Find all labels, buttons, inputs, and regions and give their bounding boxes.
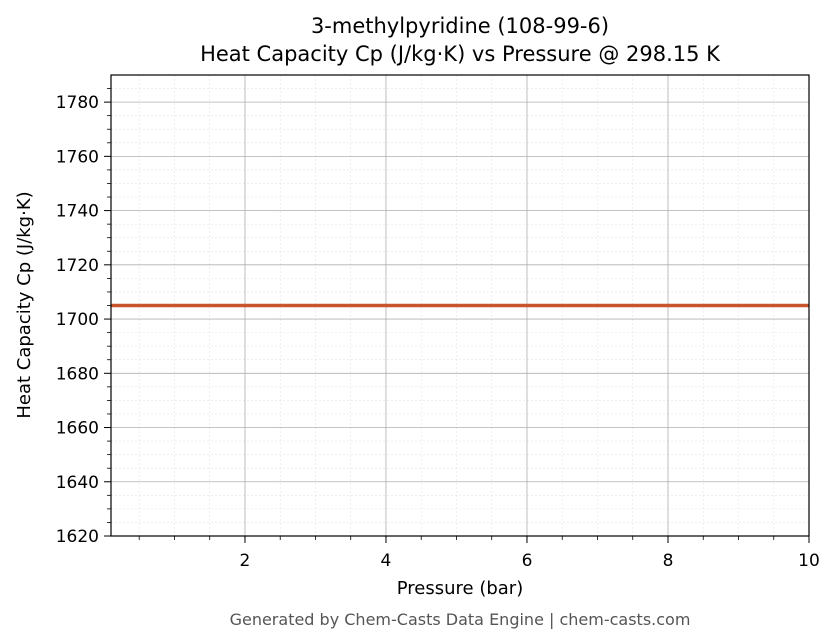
y-tick-label: 1660 (56, 419, 99, 439)
y-tick-label: 1680 (56, 364, 99, 384)
y-tick-label: 1700 (56, 310, 99, 330)
x-tick-label: 4 (381, 551, 392, 571)
y-tick-label: 1760 (56, 147, 99, 167)
chart-title-line2: Heat Capacity Cp (J/kg·K) vs Pressure @ … (200, 42, 721, 66)
y-tick-label: 1740 (56, 202, 99, 222)
y-axis-label: Heat Capacity Cp (J/kg·K) (14, 191, 35, 418)
footer-credit: Generated by Chem-Casts Data Engine | ch… (230, 610, 691, 629)
y-tick-label: 1780 (56, 93, 99, 113)
x-axis-label: Pressure (bar) (397, 578, 523, 599)
x-tick-label: 10 (798, 551, 820, 571)
axis-ticks: 2 4 6 8 10 1620 1640 1660 1680 1700 1720 1740 1760 17… (56, 88, 820, 571)
x-tick-label: 2 (240, 551, 251, 571)
x-tick-label: 6 (522, 551, 533, 571)
chart-title-line1: 3-methylpyridine (108-99-6) (311, 14, 609, 38)
y-tick-label: 1620 (56, 527, 99, 547)
x-tick-label: 8 (663, 551, 674, 571)
y-tick-label: 1640 (56, 473, 99, 493)
y-tick-label: 1720 (56, 256, 99, 276)
